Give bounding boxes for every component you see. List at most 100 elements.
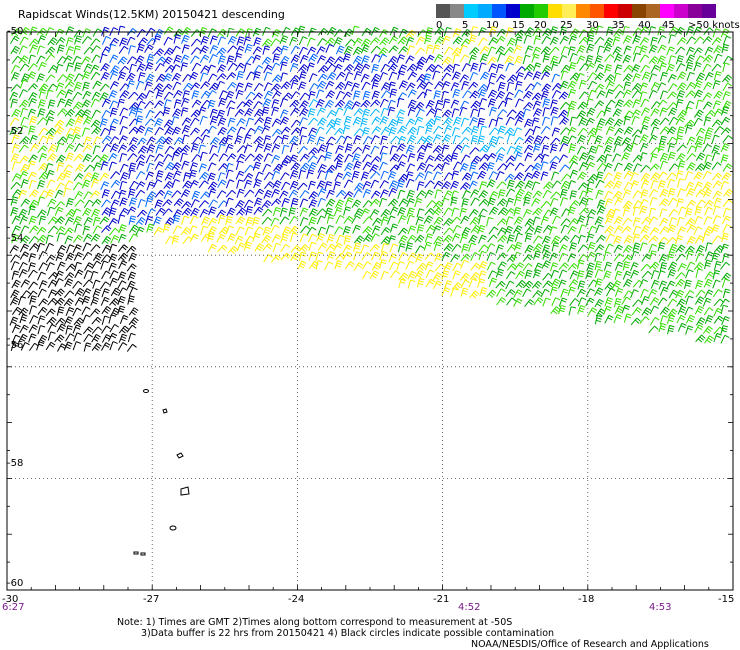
wind-barb <box>695 268 703 278</box>
wind-barb <box>720 334 730 344</box>
wind-barb <box>470 125 480 135</box>
wind-barb <box>271 188 280 198</box>
wind-barb <box>639 91 648 101</box>
wind-barb <box>623 313 632 323</box>
wind-barb <box>342 171 353 180</box>
wind-barb <box>423 88 432 99</box>
wind-barb <box>117 295 126 305</box>
wind-barb <box>514 232 523 242</box>
wind-barb <box>181 117 192 126</box>
wind-barb <box>578 29 589 38</box>
wind-barb <box>335 81 346 90</box>
wind-barb <box>532 62 542 72</box>
wind-barb <box>18 268 28 278</box>
wind-barb <box>342 226 351 236</box>
note-line-2: 3)Data buffer is 22 hrs from 20150421 4)… <box>141 628 555 639</box>
wind-barb <box>604 136 615 145</box>
wind-barb <box>208 54 218 63</box>
wind-barb <box>486 143 496 153</box>
wind-barb <box>117 98 125 108</box>
wind-barb <box>524 299 535 308</box>
wind-barb <box>703 216 713 225</box>
legend-swatch <box>548 4 562 18</box>
wind-barb <box>74 269 84 279</box>
wind-barb <box>270 83 282 92</box>
wind-barb <box>603 107 612 117</box>
wind-barb <box>551 127 560 137</box>
wind-barb <box>675 289 685 299</box>
wind-barb <box>424 233 433 243</box>
wind-barb <box>65 118 76 127</box>
wind-barb <box>605 99 616 108</box>
wind-barb <box>721 316 730 326</box>
wind-barb <box>72 280 83 289</box>
wind-barb <box>668 163 679 172</box>
wind-barb <box>108 207 117 217</box>
wind-barb <box>595 25 604 35</box>
wind-barb <box>56 162 65 172</box>
wind-barb <box>540 200 551 209</box>
wind-barb <box>470 62 479 72</box>
wind-barb <box>659 160 668 170</box>
wind-barb <box>550 143 558 154</box>
wind-barb <box>720 28 730 38</box>
wind-barb <box>407 153 416 163</box>
wind-barb <box>55 154 66 163</box>
wind-barb <box>360 73 370 83</box>
wind-barb <box>506 133 515 143</box>
wind-barb <box>380 126 391 135</box>
wind-barb <box>37 288 47 298</box>
wind-barb <box>317 73 328 82</box>
wind-barb <box>594 125 603 136</box>
wind-barb <box>585 117 595 127</box>
wind-barb <box>659 90 669 100</box>
wind-barb <box>299 162 310 171</box>
wind-barb <box>648 56 659 65</box>
wind-barb <box>360 244 370 254</box>
wind-barb <box>668 217 677 227</box>
wind-barb <box>569 298 580 307</box>
wind-barb <box>675 98 684 109</box>
wind-barb <box>253 226 264 235</box>
wind-barb <box>594 216 604 226</box>
wind-barb <box>477 135 485 145</box>
wind-barb <box>243 62 252 73</box>
wind-barb <box>720 243 729 253</box>
wind-barb <box>225 143 234 153</box>
wind-barb <box>640 98 650 108</box>
wind-barb <box>531 53 540 63</box>
wind-barb <box>128 63 137 74</box>
wind-barb <box>117 144 128 153</box>
wind-barb <box>462 90 472 99</box>
wind-barb <box>29 134 38 144</box>
wind-barb <box>325 90 336 99</box>
wind-barb <box>117 305 126 315</box>
wind-barb <box>73 81 83 91</box>
wind-barb <box>451 47 462 56</box>
wind-barb <box>18 55 29 64</box>
wind-barb <box>173 198 184 207</box>
wind-barb <box>262 226 271 236</box>
wind-barb <box>549 36 559 46</box>
wind-barb <box>603 305 612 315</box>
wind-barb <box>189 117 200 127</box>
wind-barb <box>127 144 138 153</box>
wind-barb <box>541 260 551 269</box>
wind-barb <box>135 171 146 180</box>
wind-barb <box>542 53 551 63</box>
wind-barb <box>117 252 128 261</box>
wind-barb <box>713 126 725 134</box>
wind-barb <box>369 270 380 279</box>
wind-barb <box>315 260 324 270</box>
wind-barb <box>531 198 541 207</box>
wind-barb <box>344 162 354 172</box>
wind-barb <box>63 341 73 351</box>
wind-barb <box>675 170 684 180</box>
wind-barb <box>82 144 93 153</box>
wind-barb <box>317 144 327 154</box>
wind-barb <box>379 37 390 46</box>
wind-barb <box>118 65 129 74</box>
wind-barb <box>9 296 20 306</box>
wind-barb <box>119 37 128 47</box>
wind-barb <box>289 36 298 46</box>
